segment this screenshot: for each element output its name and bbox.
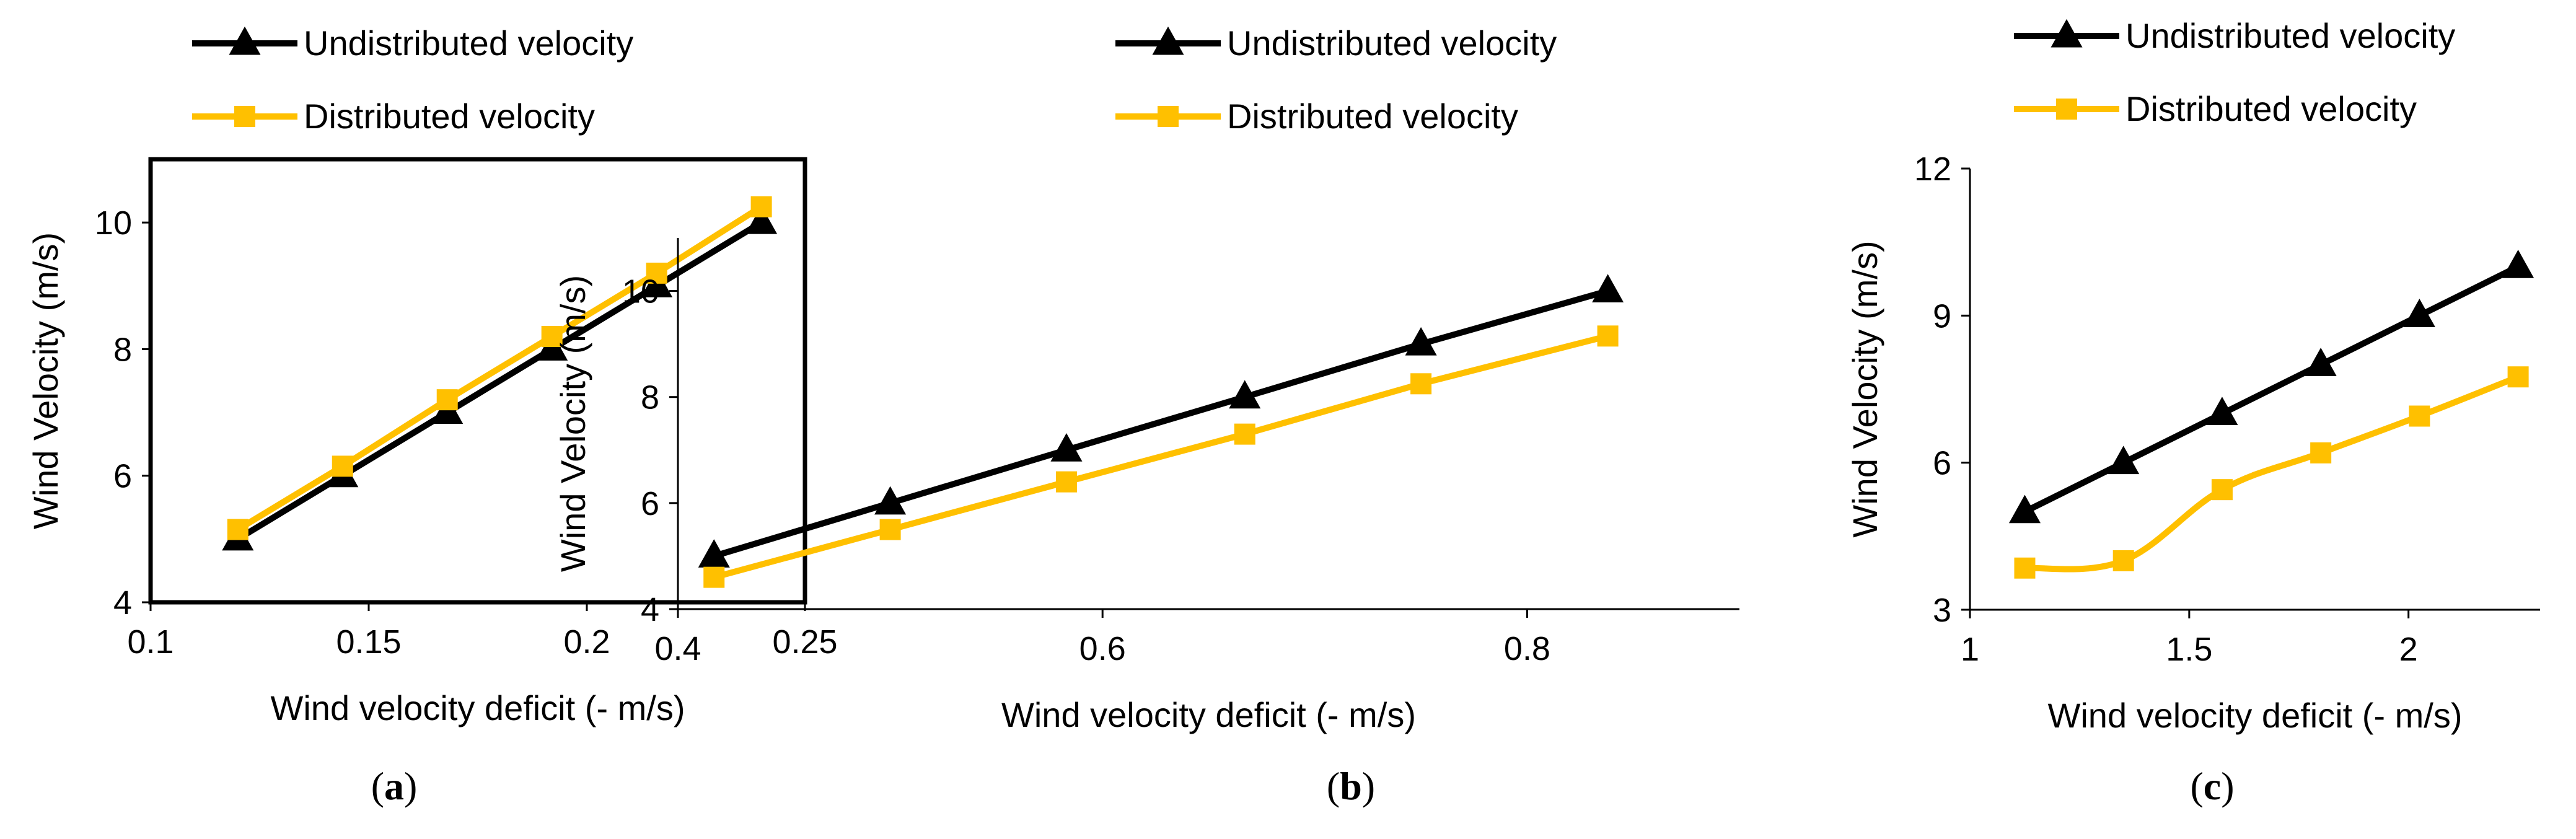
x-axis-title: Wind velocity deficit (- m/s) (1001, 695, 1416, 734)
x-tick-label: 1.5 (2166, 631, 2212, 668)
y-axis-title: Wind Velocity (m/s) (553, 275, 592, 572)
distributed-velocity-point (2211, 479, 2233, 501)
legend-marker-undistributed (229, 26, 261, 55)
legend-label-distributed: Distributed velocity (304, 97, 595, 136)
distributed-velocity-point (646, 262, 667, 284)
legend-marker-undistributed (1152, 26, 1184, 55)
x-tick-label: 0.2 (563, 623, 610, 661)
panel-caption: (a) (371, 764, 418, 808)
undistributed-velocity-point (874, 486, 907, 515)
x-tick-label: 0.6 (1079, 630, 1126, 667)
y-tick-label: 6 (113, 458, 132, 495)
legend-label-distributed: Distributed velocity (2125, 89, 2417, 128)
distributed-velocity-point (2507, 366, 2529, 388)
legend-marker-undistributed (2051, 19, 2083, 48)
y-tick-label: 10 (622, 273, 659, 310)
distributed-velocity-point (227, 519, 248, 540)
y-tick-label: 4 (113, 584, 132, 622)
distributed-velocity-point (2409, 405, 2430, 427)
x-tick-label: 0.15 (336, 623, 401, 661)
x-tick-label: 0.4 (654, 630, 701, 667)
legend-label-undistributed: Undistributed velocity (2125, 16, 2455, 55)
y-tick-label: 12 (1914, 151, 1951, 188)
undistributed-velocity-line (713, 288, 1609, 560)
chart-panel-c: 1 1.5 2 3 6 9 12 Wind velocity deficit (- m/s) W… (1845, 16, 2540, 808)
distributed-velocity-line (713, 333, 1609, 581)
y-tick-label: 8 (113, 331, 132, 368)
legend-label-undistributed: Undistributed velocity (1227, 24, 1557, 63)
x-axis-title: Wind velocity deficit (- m/s) (2048, 696, 2463, 735)
undistributed-velocity-point (2008, 494, 2041, 524)
distributed-velocity-point (2014, 557, 2036, 579)
undistributed-velocity-point (698, 539, 730, 568)
legend-label-undistributed: Undistributed velocity (304, 24, 633, 63)
y-tick-label: 6 (1933, 445, 1951, 482)
legend-marker-distributed (1158, 106, 1179, 127)
panel-caption: (b) (1327, 764, 1375, 808)
y-tick-label: 3 (1933, 592, 1951, 629)
distributed-velocity-point (703, 566, 725, 588)
distributed-velocity-point (1055, 471, 1077, 493)
distributed-velocity-point (2112, 550, 2134, 571)
undistributed-velocity-point (745, 205, 778, 234)
y-tick-label: 4 (641, 591, 659, 628)
distributed-velocity-point (436, 389, 458, 411)
legend: Undistributed velocity Distributed veloci… (2014, 16, 2455, 128)
y-axis-title: Wind Velocity (m/s) (26, 232, 65, 529)
distributed-velocity-point (879, 519, 901, 540)
distributed-velocity-point (1597, 325, 1619, 347)
x-tick-label: 0.25 (772, 623, 837, 661)
distributed-velocity-point (2310, 442, 2332, 463)
x-tick-label: 1 (1961, 631, 1979, 668)
distributed-velocity-point (1234, 423, 1255, 445)
undistributed-velocity-point (1592, 274, 1624, 303)
legend-label-distributed: Distributed velocity (1227, 97, 1518, 136)
distributed-velocity-point (332, 455, 353, 477)
x-tick-label: 0.8 (1504, 630, 1550, 667)
plot-frame (148, 157, 807, 605)
undistributed-velocity-point (1050, 433, 1083, 462)
y-tick-label: 8 (641, 379, 659, 416)
undistributed-velocity-point (2403, 299, 2435, 327)
undistributed-velocity-point (2502, 249, 2534, 278)
y-tick-label: 9 (1933, 297, 1951, 335)
undistributed-velocity-line (2023, 263, 2520, 515)
legend-marker-distributed (2056, 99, 2077, 120)
legend-marker-distributed (234, 106, 255, 127)
x-tick-label: 0.1 (127, 623, 174, 661)
x-axis-title: Wind velocity deficit (- m/s) (271, 688, 685, 727)
x-tick-label: 2 (2399, 631, 2418, 668)
distributed-velocity-point (541, 326, 563, 347)
undistributed-velocity-point (2108, 446, 2140, 475)
y-axis-title: Wind Velocity (m/s) (1845, 240, 1884, 537)
chart-panel-a: 0.1 0.15 0.2 0.25 4 6 8 10 Wind velocity deficit… (26, 24, 838, 808)
undistributed-velocity-line (236, 219, 763, 542)
undistributed-velocity-point (2206, 397, 2238, 426)
undistributed-velocity-point (1405, 327, 1437, 356)
distributed-velocity-line (236, 204, 763, 532)
y-tick-label: 6 (641, 485, 659, 522)
undistributed-velocity-point (2305, 348, 2337, 376)
distributed-velocity-point (750, 196, 772, 217)
distributed-velocity-point (1410, 373, 1432, 395)
legend: Undistributed velocity Distributed veloci… (192, 24, 633, 136)
y-tick-label: 10 (95, 204, 132, 242)
panel-caption: (c) (2190, 764, 2234, 808)
chart-panel-b: 0.4 0.6 0.8 4 6 8 10 Wind velocity deficit (- m… (553, 24, 1739, 808)
legend: Undistributed velocity Distributed veloci… (1115, 24, 1557, 136)
undistributed-velocity-point (1229, 380, 1261, 409)
